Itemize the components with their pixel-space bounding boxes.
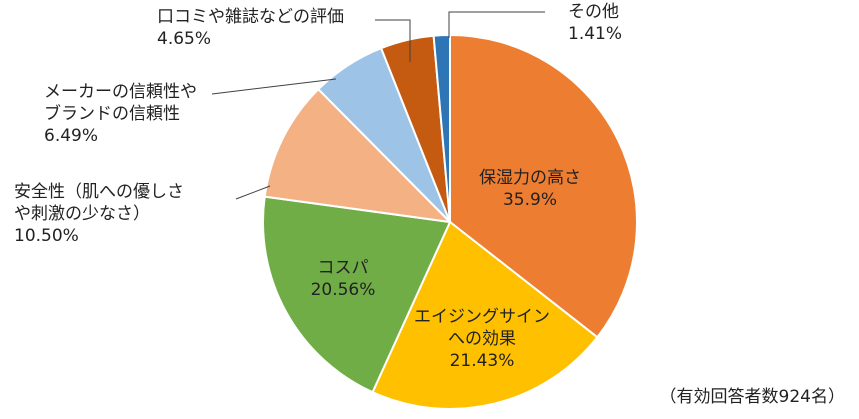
pie-slice <box>262 195 452 394</box>
pie-slice <box>432 33 451 223</box>
slice-name-label: コスパ <box>318 258 369 278</box>
slice-name-label: エイジングサイン <box>414 307 550 327</box>
slice-value-label: 21.43% <box>450 351 515 371</box>
pie-slice <box>263 87 453 224</box>
slice-label: その他 1.41% <box>568 2 622 44</box>
slice-value-label: 4.65% <box>157 29 211 49</box>
leader-line <box>375 19 411 62</box>
slice-value-label: 6.49% <box>44 126 98 146</box>
slice-label: 保湿力の高さ 35.9% <box>479 168 581 210</box>
slice-name-label: 安全性（肌への優しさ <box>14 182 184 202</box>
leader-line <box>448 11 545 38</box>
leader-line <box>235 185 271 200</box>
slice-label: メーカーの信頼性やブランドの信頼性 6.49% <box>44 82 197 146</box>
slice-name-label: への効果 <box>448 329 516 349</box>
slice-value-label: 10.50% <box>14 226 79 246</box>
slice-label: コスパ 20.56% <box>311 258 376 300</box>
respondent-count-note: （有効回答者数924名） <box>659 387 845 407</box>
slice-name-label: メーカーの信頼性や <box>44 82 197 102</box>
slice-value-label: 35.9% <box>503 190 557 210</box>
slice-name-label: その他 <box>568 2 619 22</box>
slice-label: エイジングサインへの効果 21.43% <box>414 307 550 371</box>
leader-line <box>211 78 337 95</box>
pie-slice <box>449 33 638 339</box>
slice-value-label: 1.41% <box>568 24 622 44</box>
slice-name-label: 口コミや雑誌などの評価 <box>157 7 344 27</box>
slice-name-label: ブランドの信頼性 <box>44 103 180 124</box>
slice-name-label: や刺激の少なさ） <box>14 204 150 224</box>
slice-name-label: 保湿力の高さ <box>479 168 581 188</box>
slice-label: 安全性（肌への優しさや刺激の少なさ） 10.50% <box>14 182 184 246</box>
slice-value-label: 20.56% <box>311 280 376 300</box>
slice-label: 口コミや雑誌などの評価 4.65% <box>157 7 344 49</box>
